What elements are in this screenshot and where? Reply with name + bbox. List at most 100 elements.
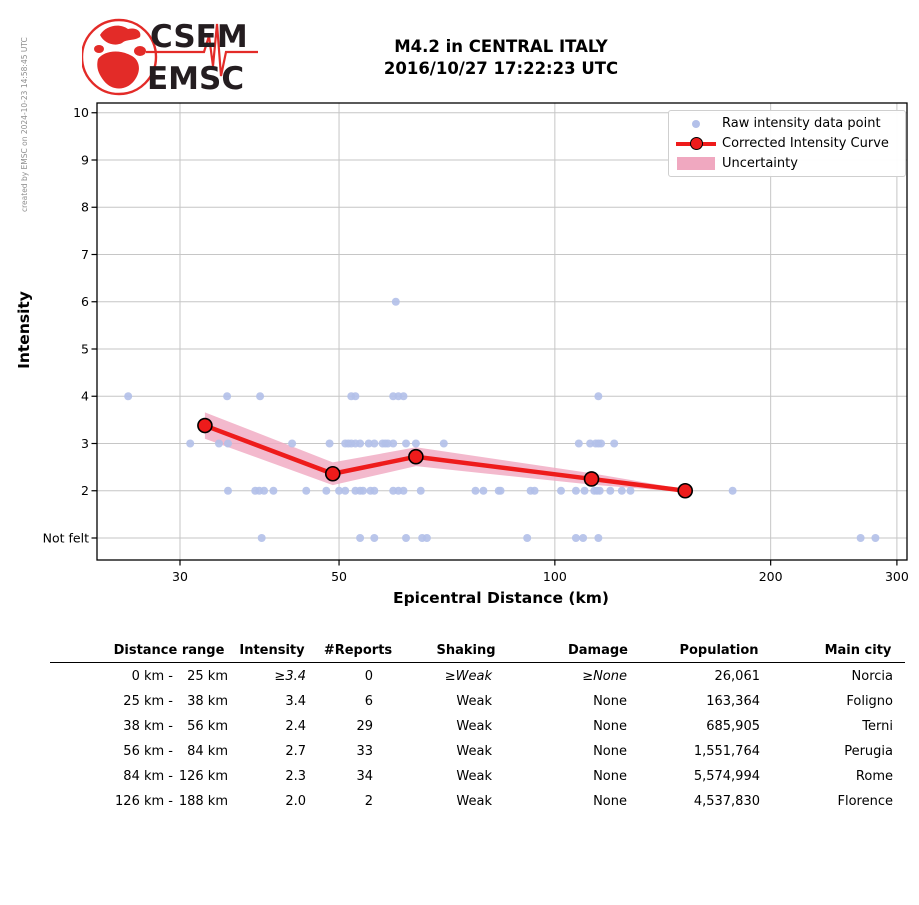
- raw-point: [399, 486, 408, 495]
- table-row-3-population: 1,551,764: [693, 744, 760, 759]
- raw-point: [496, 486, 505, 495]
- table-row-1-reports: 6: [364, 694, 373, 709]
- curve-marker: [408, 448, 424, 465]
- raw-point: [341, 486, 350, 495]
- table-row-1-main-city: Foligno: [846, 694, 893, 709]
- table-row-0-damage: ≥None: [582, 669, 627, 684]
- raw-point: [580, 486, 589, 495]
- raw-point: [256, 392, 265, 401]
- x-tick-label: 200: [759, 569, 783, 584]
- raw-point: [302, 486, 311, 495]
- title-line-1: M4.2 in CENTRAL ITALY: [394, 37, 608, 56]
- raw-point: [370, 486, 379, 495]
- table-header-damage: Damage: [567, 643, 628, 658]
- x-tick-label: 50: [331, 569, 347, 584]
- table-header-rule: [50, 662, 905, 664]
- y-tick-label: 2: [81, 483, 89, 498]
- table-row-1-shaking: Weak: [456, 694, 492, 709]
- legend-label: Uncertainty: [722, 155, 798, 171]
- raw-point: [574, 439, 583, 448]
- table-row-3-distance-to: 84 km: [187, 744, 228, 759]
- table-row-5-distance-to: 188 km: [178, 794, 228, 809]
- y-tick-label: 3: [81, 436, 89, 451]
- y-tick-label: 10: [73, 105, 89, 120]
- raw-point: [471, 486, 480, 495]
- table-row-3-distance-from: 56 km -: [123, 744, 173, 759]
- table-row-0-main-city: Norcia: [851, 669, 893, 684]
- y-tick-label: 4: [81, 389, 89, 404]
- raw-point: [288, 439, 297, 448]
- raw-point: [571, 534, 580, 542]
- curve-marker: [197, 417, 213, 434]
- legend-item-curve: Corrected Intensity Curve: [675, 134, 899, 154]
- table-row-1-distance-to: 38 km: [187, 694, 228, 709]
- curve-marker-icon: [689, 137, 703, 150]
- chart-legend: Raw intensity data point Corrected Inten…: [668, 110, 906, 177]
- table-header--reports: #Reports: [323, 643, 393, 658]
- y-tick-label: 7: [81, 247, 89, 262]
- emsc-logo: CSEM EMSC: [82, 18, 258, 97]
- raw-point: [399, 392, 408, 401]
- table-row-5-population: 4,537,830: [693, 794, 760, 809]
- y-tick-label: 5: [81, 341, 89, 356]
- raw-point: [260, 486, 269, 495]
- table-row-0-intensity: ≥3.4: [274, 669, 306, 684]
- table-row-1-damage: None: [593, 694, 627, 709]
- raw-point: [257, 534, 266, 542]
- y-tick-label: 8: [81, 200, 89, 215]
- raw-point: [411, 439, 420, 448]
- table-row-3-damage: None: [593, 744, 627, 759]
- table-row-1-distance-from: 25 km -: [123, 694, 173, 709]
- y-axis-label: Intensity: [15, 291, 33, 369]
- raw-point: [351, 392, 360, 401]
- curve-marker: [677, 482, 694, 499]
- raw-point: [269, 486, 278, 495]
- logo-text-emsc: EMSC: [147, 61, 244, 97]
- raw-point: [530, 486, 539, 495]
- table-row-4-intensity: 2.3: [285, 769, 306, 784]
- raw-point: [597, 439, 606, 448]
- table-row-4-distance-to: 126 km: [178, 769, 228, 784]
- table-row-2-intensity: 2.4: [285, 719, 306, 734]
- table-row-0-reports: 0: [364, 669, 373, 684]
- raw-point: [586, 439, 595, 448]
- table-row-2-distance-from: 38 km -: [123, 719, 173, 734]
- raw-point: [322, 486, 331, 495]
- table-row-5-reports: 2: [364, 794, 373, 809]
- curve-marker: [324, 465, 341, 482]
- table-header-distance-range: Distance range: [113, 643, 225, 658]
- raw-point: [594, 534, 603, 542]
- table-row-2-reports: 29: [356, 719, 373, 734]
- table-row-3-intensity: 2.7: [285, 744, 306, 759]
- raw-point-icon: [692, 119, 700, 128]
- x-tick-label: 100: [543, 569, 567, 584]
- table-header-shaking: Shaking: [436, 643, 496, 658]
- y-tick-label: 6: [81, 294, 89, 309]
- logo-text-csem: CSEM: [150, 19, 248, 55]
- raw-point: [571, 486, 580, 495]
- raw-point: [617, 486, 626, 495]
- table-row-5-intensity: 2.0: [285, 794, 306, 809]
- raw-point: [335, 486, 344, 495]
- table-header-population: Population: [679, 643, 759, 658]
- raw-point: [416, 486, 425, 495]
- table-row-0-shaking: ≥Weak: [444, 669, 492, 684]
- table-header-intensity: Intensity: [239, 643, 305, 658]
- x-tick-label: 300: [885, 569, 909, 584]
- raw-point: [439, 439, 448, 448]
- table-row-5-damage: None: [593, 794, 627, 809]
- raw-point: [186, 439, 195, 448]
- raw-point: [479, 486, 488, 495]
- raw-point: [402, 534, 411, 542]
- table-row-1-population: 163,364: [706, 694, 760, 709]
- table-row-4-shaking: Weak: [456, 769, 492, 784]
- raw-point: [391, 297, 400, 306]
- raw-point: [356, 439, 365, 448]
- table-row-2-population: 685,905: [706, 719, 760, 734]
- raw-point: [871, 534, 880, 542]
- uncertainty-band-icon: [677, 156, 715, 170]
- table-row-5-distance-from: 126 km -: [115, 794, 173, 809]
- plot-frame: [96, 102, 908, 561]
- raw-point: [223, 486, 232, 495]
